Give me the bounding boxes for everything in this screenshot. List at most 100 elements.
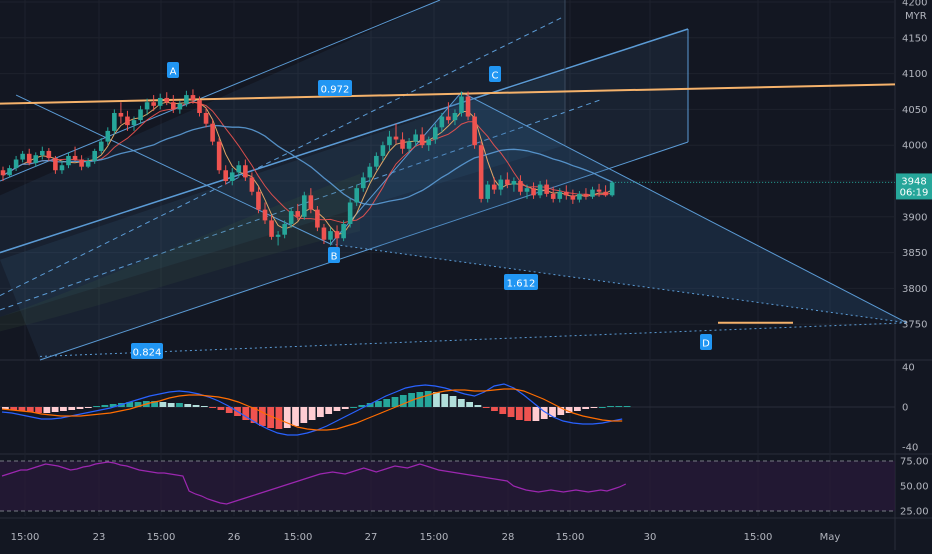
macd-hist-bar: [176, 403, 183, 407]
macd-hist-bar: [507, 407, 515, 417]
candle-body: [347, 202, 353, 224]
candle-body: [164, 97, 170, 103]
macd-hist-bar: [126, 402, 134, 407]
candle-body: [341, 223, 346, 239]
macd-tick: 0: [902, 403, 908, 414]
macd-hist-bar: [383, 399, 391, 407]
candle-body: [144, 102, 150, 110]
macd-hist-bar: [35, 407, 42, 413]
fib-label-0824: 0.824: [133, 348, 162, 359]
macd-hist-bar: [607, 406, 614, 407]
point-a-label-bg: [167, 62, 179, 78]
price-tick: 4200: [902, 0, 927, 9]
price-tick: 4100: [902, 69, 927, 80]
macd-hist-bar: [515, 407, 523, 420]
currency-label: MYR: [905, 11, 927, 22]
candle-body: [282, 223, 287, 235]
time-tick: 27: [365, 532, 378, 543]
candle-body: [20, 153, 25, 160]
candle-body: [596, 189, 602, 192]
fib-label-0972: 0.972: [321, 85, 350, 96]
macd-hist-bar: [258, 407, 266, 426]
candle-body: [518, 181, 523, 192]
candle-body: [59, 165, 65, 171]
candle-body: [157, 97, 163, 106]
candle-body: [210, 123, 215, 142]
macd-hist-bar: [308, 407, 316, 420]
fib-label-1612: 1.612: [507, 279, 536, 290]
candle-body: [609, 182, 615, 196]
macd-hist-bar: [200, 406, 208, 407]
macd-hist-bar: [267, 407, 275, 428]
time-tick: 15:00: [284, 532, 313, 543]
candle-body: [243, 165, 248, 178]
candle-body: [550, 193, 556, 199]
channel-dash-1: [0, 15, 566, 297]
macd-hist-bar: [441, 394, 449, 407]
time-tick: 28: [502, 532, 515, 543]
macd-hist-bar: [549, 407, 556, 417]
point-d-label-bg: [700, 334, 712, 350]
candle-body: [387, 136, 392, 146]
rsi-tick: 25.00: [900, 507, 929, 518]
point-c-label: C: [492, 71, 499, 82]
rsi-tick: 50.00: [900, 482, 929, 493]
macd-hist-bar: [433, 392, 440, 407]
time-tick: 26: [228, 532, 241, 543]
macd-hist-bar: [573, 407, 581, 411]
current-price-badge: [896, 173, 932, 200]
candle-body: [197, 100, 202, 113]
candle-body: [465, 96, 471, 117]
rsi-band: [0, 461, 895, 511]
current-price-value: 3948: [901, 176, 926, 187]
candle-body: [485, 184, 490, 199]
time-tick: May: [820, 532, 841, 543]
macd-hist-bar: [209, 407, 217, 408]
candle-body: [53, 158, 58, 171]
macd-hist-bar: [151, 401, 158, 407]
macd-hist-bar: [333, 407, 341, 411]
candle-body: [105, 130, 111, 142]
candle-body: [577, 193, 582, 200]
macd-hist-bar: [449, 396, 457, 407]
candle-body: [531, 188, 536, 196]
candle-body: [472, 116, 477, 146]
macd-hist-bar: [60, 407, 67, 411]
pattern-bcd-fill: [330, 92, 907, 323]
candle-body: [439, 116, 445, 128]
macd-hist-bar: [242, 407, 250, 420]
candle-body: [354, 188, 359, 203]
candle-body: [262, 209, 268, 221]
macd-hist-bar: [43, 407, 51, 413]
time-tick: 15:00: [147, 532, 176, 543]
macd-hist-bar: [582, 407, 590, 409]
candle-body: [229, 172, 235, 181]
resistance-line: [0, 83, 896, 105]
time-tick: 30: [644, 532, 657, 543]
time-tick: 15:00: [556, 532, 585, 543]
macd-hist-bar: [18, 407, 26, 411]
candle-body: [151, 102, 156, 106]
candle-body: [491, 184, 497, 190]
candle-body: [223, 170, 228, 181]
macd-signal-line: [1, 388, 623, 431]
candle-body: [478, 145, 484, 199]
macd-hist-bar: [325, 407, 333, 414]
macd-hist-bar: [350, 407, 357, 408]
macd-hist-bar: [457, 399, 465, 407]
macd-hist-bar: [275, 407, 283, 429]
macd-hist-bar: [292, 407, 299, 426]
fib-label-0824-bg: [131, 343, 163, 359]
candle-body: [138, 109, 143, 121]
ma-fast: [2, 101, 613, 235]
candle-body: [583, 193, 589, 197]
macd-hist-bar: [399, 395, 407, 407]
ma-slow: [2, 124, 613, 206]
candle-body: [112, 112, 117, 131]
pattern-cd: [461, 91, 908, 324]
pattern-bd-dashed: [330, 243, 907, 324]
macd-hist-bar: [10, 407, 18, 410]
candle-body: [380, 145, 386, 156]
macd-hist-bar: [532, 407, 540, 421]
